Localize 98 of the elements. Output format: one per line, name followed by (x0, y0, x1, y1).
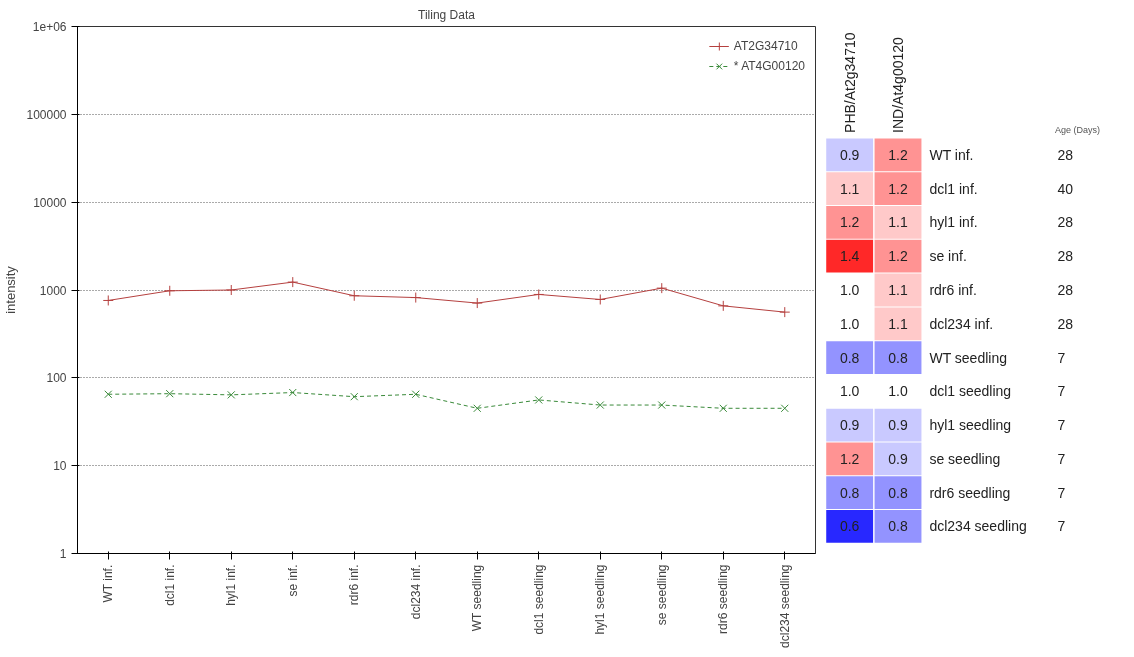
y-tick-label: WT seedling (929, 349, 1007, 366)
data-label: 1.4 (839, 248, 860, 265)
point (473, 404, 482, 413)
data-label: 0.9 (888, 417, 908, 434)
point (717, 300, 729, 312)
point (719, 404, 728, 413)
y-tick-label: hyl1 inf. (929, 214, 978, 231)
data-label: 0.8 (839, 349, 860, 366)
y-tick-label: 100000 (26, 107, 67, 122)
x-tick-label: IND/At4g00120 (890, 36, 906, 133)
point (594, 293, 606, 305)
y2-tick-label: 40 (1057, 180, 1074, 197)
y-tick-label: se inf. (929, 248, 967, 265)
y-tick-label: 10 (53, 459, 67, 474)
y-tick-label: dcl234 inf. (929, 315, 994, 332)
y2-tick-label: 7 (1057, 349, 1066, 366)
point (165, 389, 174, 398)
legend-label: * AT4G00120 (733, 59, 805, 73)
x-tick-label: dcl234 seedling (777, 564, 792, 648)
x-tick-label: hyl1 seedling (593, 564, 608, 635)
data-label: 0.6 (839, 518, 860, 535)
data-label: 1.2 (839, 450, 860, 467)
point (227, 390, 236, 399)
point (350, 392, 359, 401)
x-tick-label: dcl1 inf. (162, 564, 177, 606)
point (287, 276, 299, 288)
y2-tick-label: 28 (1057, 214, 1074, 231)
y-tick-label: dcl1 seedling (929, 383, 1012, 400)
point (596, 401, 605, 410)
point (411, 390, 420, 399)
point (471, 297, 483, 309)
data-label: 1.2 (888, 180, 908, 197)
x-tick-label: dcl234 inf. (408, 564, 423, 620)
y2-tick-label: 28 (1057, 315, 1074, 332)
y2-tick-label: 28 (1057, 282, 1074, 298)
point (102, 294, 114, 306)
point (288, 388, 297, 397)
x-tick-label: se seedling (654, 564, 669, 626)
x-tick-label: PHB/At2g34710 (841, 32, 858, 133)
data-label: 1.0 (839, 315, 860, 332)
y2-tick-label: 7 (1057, 417, 1066, 434)
y-tick-label: hyl1 seedling (929, 417, 1012, 434)
point (348, 290, 360, 302)
y-tick-label: rdr6 inf. (929, 282, 977, 298)
point (225, 284, 237, 296)
data-label: 0.8 (888, 349, 908, 366)
data-label: 1.1 (888, 214, 908, 231)
point (534, 395, 543, 404)
y2-axis-title: Age (Days) (1055, 124, 1101, 135)
y-axis-title: intensity (3, 265, 19, 314)
data-label: 1.1 (888, 315, 908, 332)
point (533, 288, 545, 300)
point (780, 404, 789, 413)
y-tick-label: WT inf. (929, 146, 974, 163)
data-label: 1.2 (888, 248, 908, 265)
y-tick-label: dcl234 seedling (929, 518, 1027, 535)
x-tick-label: dcl1 seedling (531, 564, 546, 635)
data-label: 0.9 (839, 417, 860, 434)
data-label: 0.8 (888, 518, 908, 535)
legend-label: AT2G34710 (733, 39, 798, 53)
x-tick-label: rdr6 seedling (716, 564, 731, 634)
y-tick-label: 1 (59, 547, 67, 561)
y2-tick-label: 7 (1057, 450, 1066, 467)
x-tick-label: WT inf. (101, 564, 116, 603)
y-tick-label: se seedling (929, 450, 1001, 467)
data-label: 1.1 (888, 282, 908, 298)
y2-tick-label: 28 (1057, 248, 1074, 265)
point (779, 306, 791, 318)
data-label: 1.0 (839, 383, 860, 400)
data-label: 1.0 (888, 383, 908, 400)
data-label: 0.8 (839, 484, 860, 501)
y-tick-label: rdr6 seedling (929, 484, 1011, 501)
data-label: 0.9 (888, 450, 908, 467)
data-label: 0.8 (888, 484, 908, 501)
data-label: 0.9 (839, 146, 860, 163)
y2-tick-label: 28 (1057, 146, 1074, 163)
x-tick-label: hyl1 inf. (224, 564, 239, 606)
y2-tick-label: 7 (1057, 518, 1066, 535)
data-label: 1.2 (839, 214, 860, 231)
y-tick-label: 1000 (39, 283, 67, 298)
y-tick-label: dcl1 inf. (929, 180, 978, 197)
point (164, 285, 176, 297)
y2-tick-label: 7 (1057, 383, 1066, 400)
data-label: 1.2 (888, 146, 908, 163)
y-tick-label: 100 (46, 371, 67, 386)
y-tick-label: 1e+06 (32, 20, 67, 34)
chart-title: Tiling Data (418, 7, 476, 22)
y2-tick-label: 7 (1057, 484, 1066, 501)
point (410, 292, 422, 304)
x-tick-label: WT seedling (470, 564, 485, 632)
data-label: 1.0 (839, 282, 860, 298)
point (657, 401, 666, 410)
x-tick-label: se inf. (285, 564, 300, 597)
y-tick-label: 10000 (33, 195, 67, 210)
x-tick-label: rdr6 inf. (347, 564, 362, 606)
point (104, 390, 113, 399)
point (656, 282, 668, 294)
data-label: 1.1 (839, 180, 860, 197)
